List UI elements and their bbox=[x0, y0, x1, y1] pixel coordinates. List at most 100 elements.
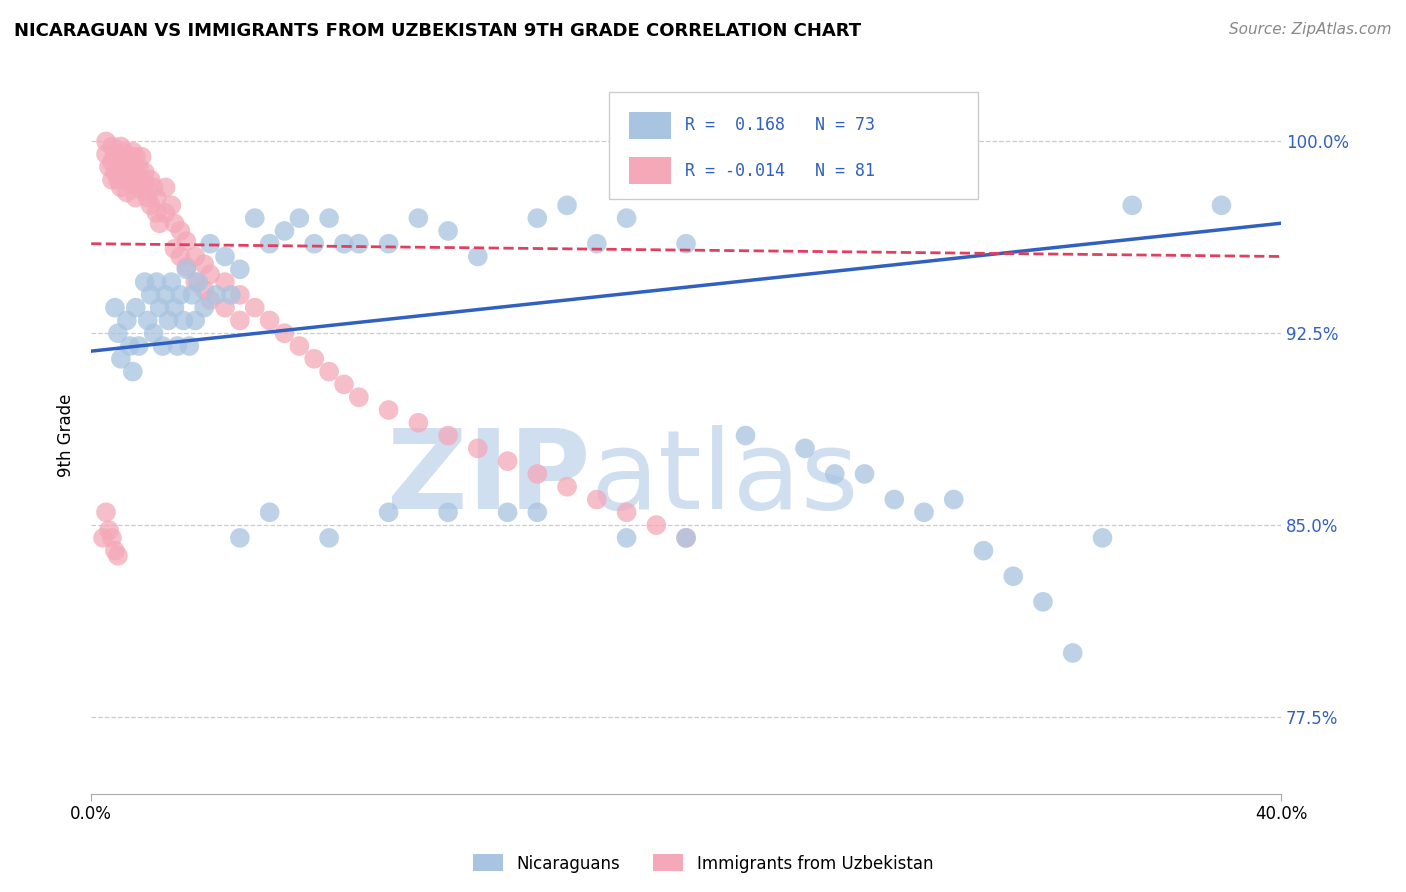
Point bbox=[160, 198, 183, 212]
Point bbox=[98, 523, 121, 537]
Point bbox=[98, 160, 121, 174]
Point bbox=[107, 326, 129, 341]
Point bbox=[101, 173, 124, 187]
Point bbox=[115, 186, 138, 200]
Point bbox=[526, 505, 548, 519]
Point bbox=[555, 198, 578, 212]
Point bbox=[148, 301, 170, 315]
Point bbox=[616, 211, 638, 226]
Point bbox=[193, 301, 215, 315]
Point bbox=[104, 301, 127, 315]
Point bbox=[496, 454, 519, 468]
Point bbox=[121, 145, 143, 159]
Point bbox=[229, 262, 252, 277]
Point bbox=[912, 505, 935, 519]
Point bbox=[110, 351, 132, 366]
Point bbox=[160, 275, 183, 289]
Text: atlas: atlas bbox=[591, 425, 859, 532]
Point bbox=[229, 288, 252, 302]
Point bbox=[219, 288, 242, 302]
Bar bbox=[628, 112, 671, 139]
Point bbox=[155, 288, 177, 302]
Point bbox=[121, 365, 143, 379]
Point bbox=[134, 175, 156, 189]
Point bbox=[243, 301, 266, 315]
Point bbox=[973, 543, 995, 558]
Point bbox=[181, 288, 204, 302]
Point bbox=[101, 154, 124, 169]
Point bbox=[139, 288, 162, 302]
Point bbox=[115, 313, 138, 327]
Point bbox=[94, 135, 117, 149]
Point bbox=[616, 505, 638, 519]
Point bbox=[142, 180, 165, 194]
Point bbox=[1032, 595, 1054, 609]
Point bbox=[675, 236, 697, 251]
Text: ZIP: ZIP bbox=[388, 425, 591, 532]
Point bbox=[131, 183, 153, 197]
Point bbox=[205, 288, 228, 302]
Text: Source: ZipAtlas.com: Source: ZipAtlas.com bbox=[1229, 22, 1392, 37]
Point bbox=[142, 326, 165, 341]
Point bbox=[302, 236, 325, 251]
Point bbox=[555, 480, 578, 494]
Point bbox=[333, 377, 356, 392]
Point bbox=[139, 198, 162, 212]
Point bbox=[172, 313, 194, 327]
Point bbox=[104, 543, 127, 558]
Point bbox=[104, 147, 127, 161]
Point bbox=[408, 211, 430, 226]
Text: NICARAGUAN VS IMMIGRANTS FROM UZBEKISTAN 9TH GRADE CORRELATION CHART: NICARAGUAN VS IMMIGRANTS FROM UZBEKISTAN… bbox=[14, 22, 862, 40]
Point bbox=[134, 275, 156, 289]
Point bbox=[169, 250, 191, 264]
Point bbox=[163, 216, 186, 230]
Point bbox=[437, 505, 460, 519]
Point bbox=[115, 165, 138, 179]
Point bbox=[112, 145, 135, 159]
Point bbox=[214, 250, 236, 264]
Point bbox=[1091, 531, 1114, 545]
Point bbox=[526, 467, 548, 481]
Text: R = -0.014   N = 81: R = -0.014 N = 81 bbox=[685, 161, 875, 179]
Point bbox=[101, 139, 124, 153]
Bar bbox=[628, 157, 671, 184]
Point bbox=[136, 313, 159, 327]
Point bbox=[198, 236, 221, 251]
Point bbox=[163, 242, 186, 256]
Point bbox=[318, 211, 340, 226]
Point bbox=[193, 257, 215, 271]
Point bbox=[377, 403, 399, 417]
Point bbox=[437, 428, 460, 442]
Point bbox=[104, 165, 127, 179]
Point bbox=[1062, 646, 1084, 660]
Y-axis label: 9th Grade: 9th Grade bbox=[58, 394, 75, 477]
Point bbox=[1211, 198, 1233, 212]
Point bbox=[318, 531, 340, 545]
Point bbox=[347, 390, 370, 404]
Point bbox=[273, 224, 295, 238]
Point bbox=[193, 283, 215, 297]
Point bbox=[128, 339, 150, 353]
Point bbox=[176, 260, 198, 274]
Point bbox=[675, 531, 697, 545]
FancyBboxPatch shape bbox=[609, 92, 977, 199]
Point bbox=[1121, 198, 1143, 212]
Point bbox=[94, 147, 117, 161]
Point bbox=[118, 339, 141, 353]
Point bbox=[853, 467, 876, 481]
Point bbox=[125, 191, 148, 205]
Point bbox=[155, 206, 177, 220]
Point bbox=[110, 180, 132, 194]
Point bbox=[883, 492, 905, 507]
Point bbox=[179, 339, 201, 353]
Point bbox=[136, 191, 159, 205]
Point bbox=[187, 275, 209, 289]
Point bbox=[110, 160, 132, 174]
Point bbox=[318, 365, 340, 379]
Point bbox=[107, 173, 129, 187]
Point bbox=[184, 313, 207, 327]
Point bbox=[139, 173, 162, 187]
Point bbox=[526, 211, 548, 226]
Point bbox=[145, 191, 167, 205]
Text: R =  0.168   N = 73: R = 0.168 N = 73 bbox=[685, 117, 875, 135]
